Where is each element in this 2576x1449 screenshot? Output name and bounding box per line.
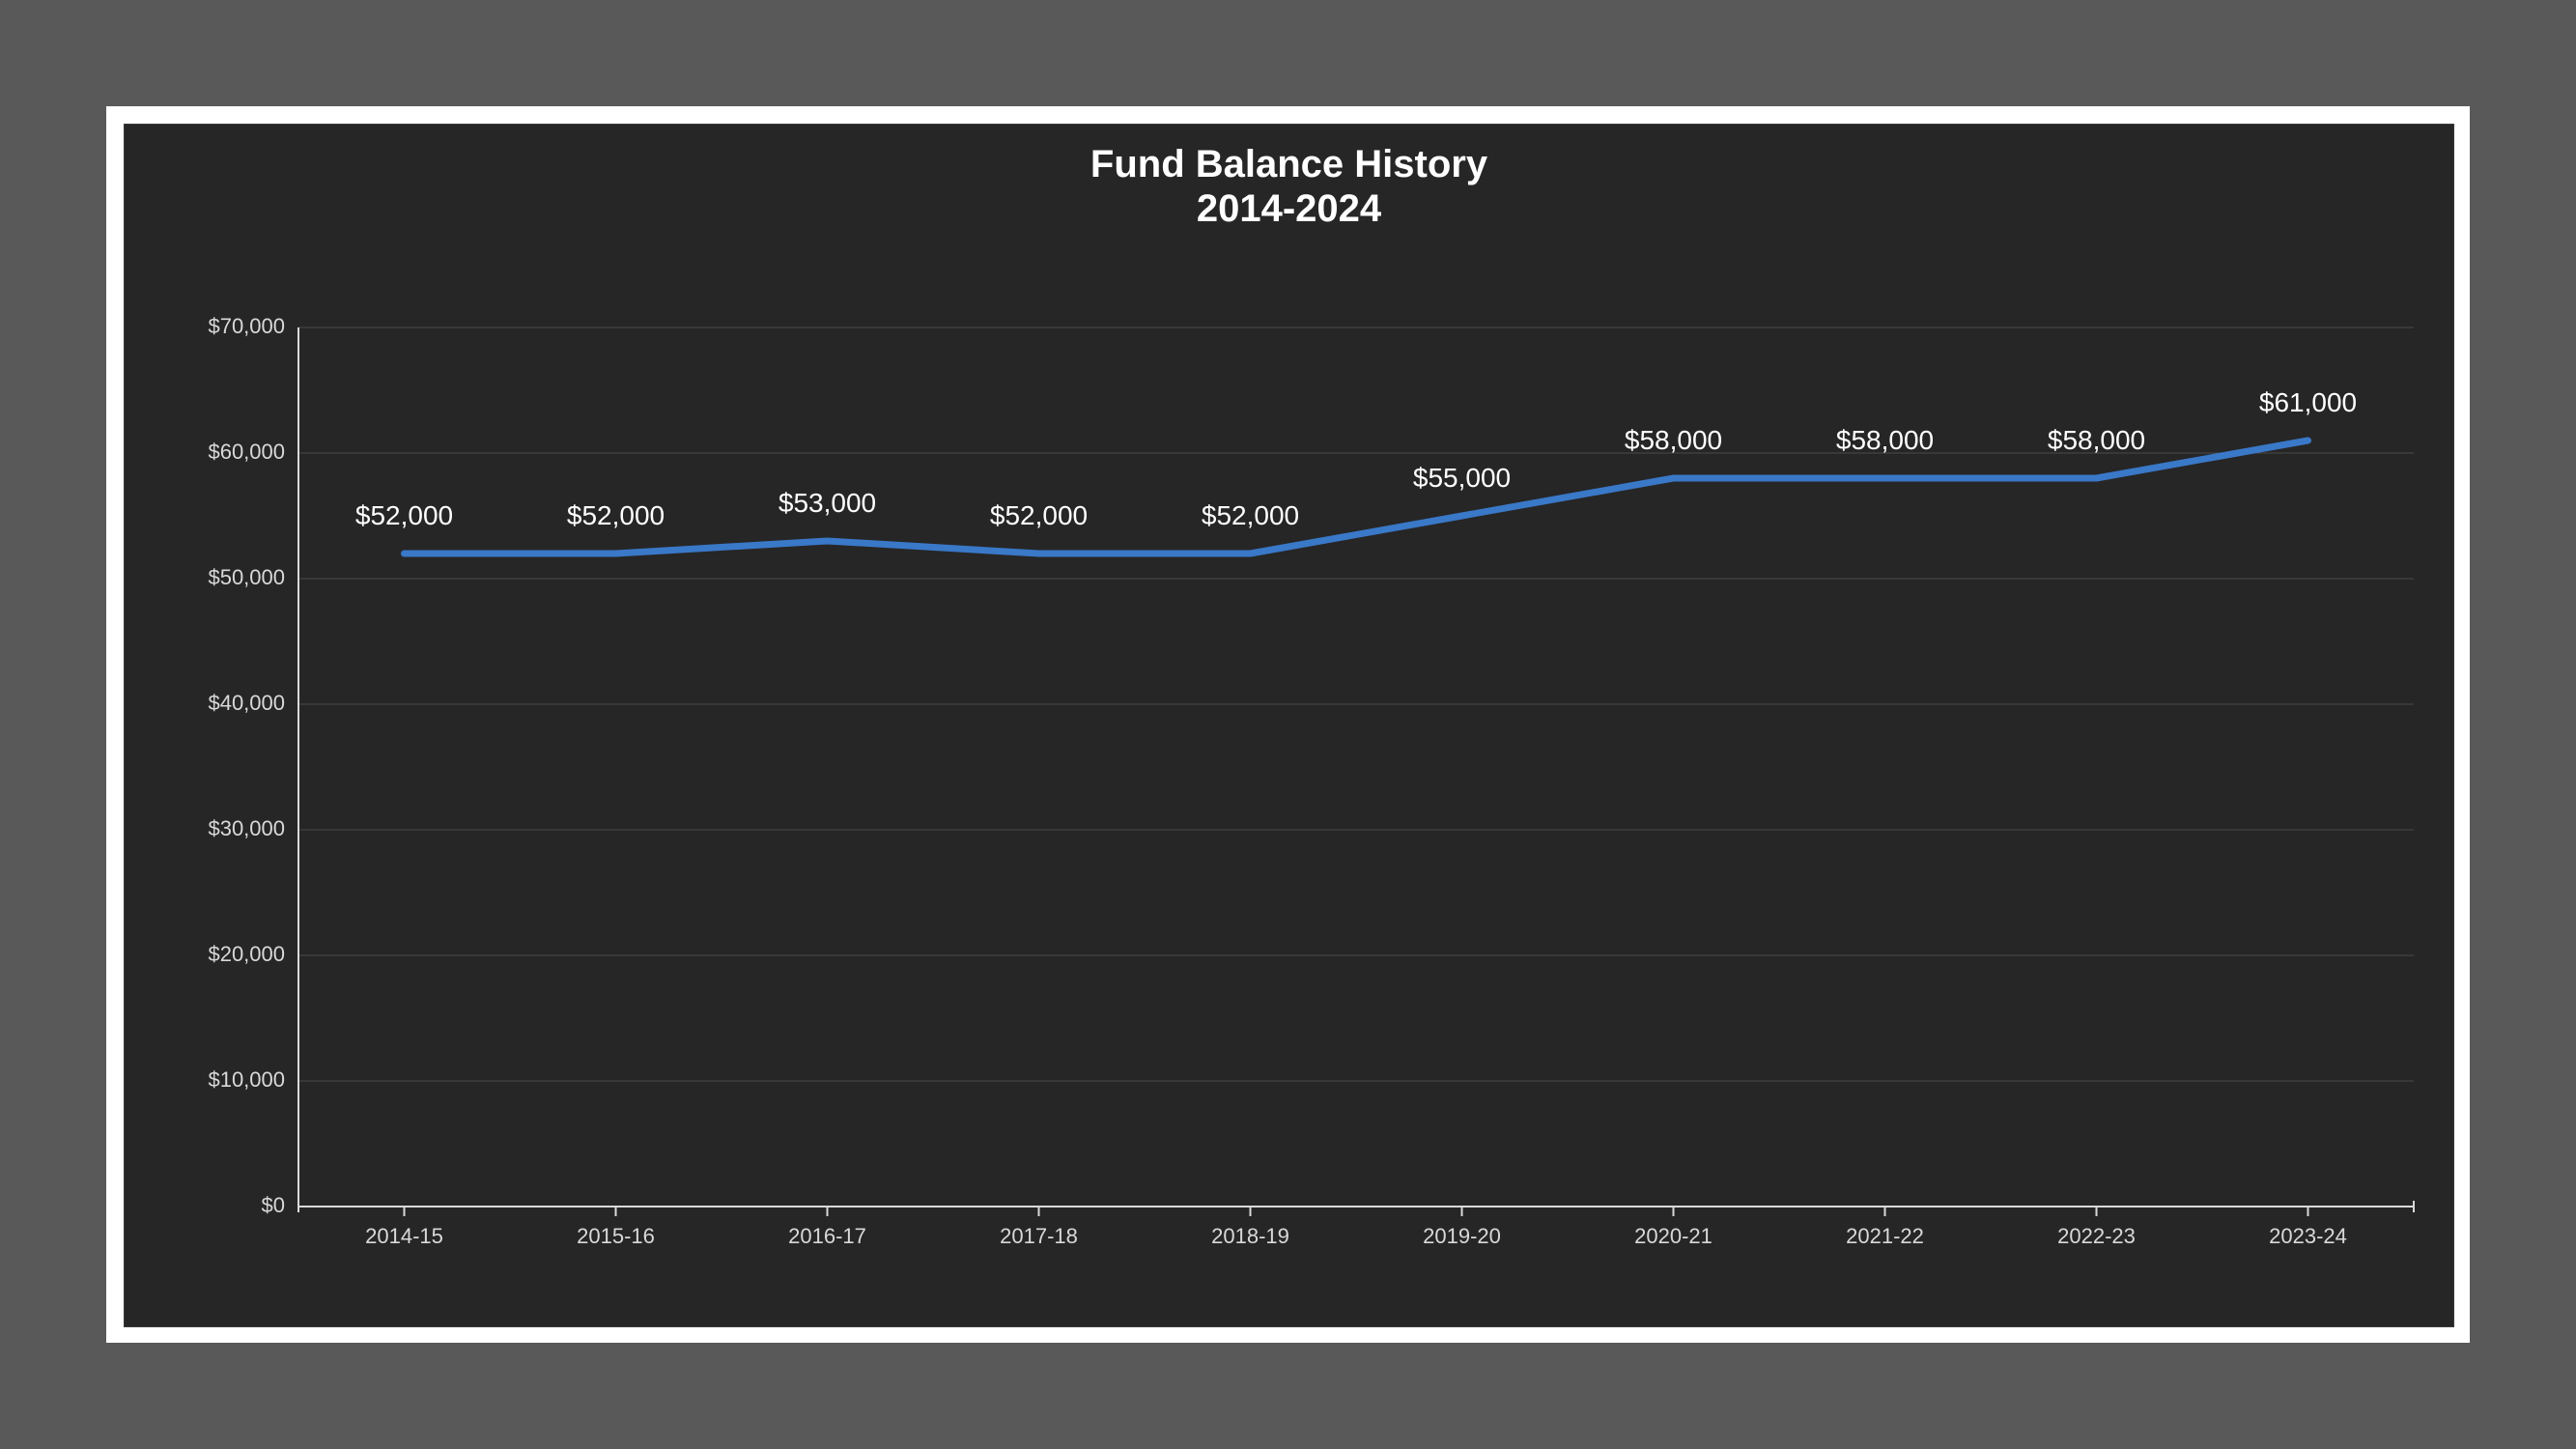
y-tick-label: $50,000 bbox=[208, 565, 285, 589]
data-label: $52,000 bbox=[990, 500, 1088, 530]
data-label: $58,000 bbox=[1836, 425, 1934, 455]
y-tick-label: $30,000 bbox=[208, 816, 285, 840]
chart-svg: $0 $10,000 $20,000 $30,000 $40,000 $50,000 $60… bbox=[125, 125, 2453, 1326]
series-line bbox=[405, 440, 2308, 554]
data-label: $58,000 bbox=[2048, 425, 2145, 455]
x-tick-label: 2015-16 bbox=[577, 1224, 655, 1248]
y-tick-label: $10,000 bbox=[208, 1067, 285, 1092]
data-label: $52,000 bbox=[567, 500, 665, 530]
x-tick-label: 2020-21 bbox=[1634, 1224, 1713, 1248]
data-label: $58,000 bbox=[1625, 425, 1722, 455]
y-tick-label: $0 bbox=[262, 1193, 285, 1217]
chart-panel: Fund Balance History 2014-2024 $0$10,000… bbox=[124, 124, 2454, 1327]
x-tick-label: 2023-24 bbox=[2269, 1224, 2347, 1248]
slide-frame: Fund Balance History 2014-2024 $0$10,000… bbox=[106, 106, 2470, 1343]
x-tick-label: 2019-20 bbox=[1423, 1224, 1501, 1248]
data-label: $53,000 bbox=[778, 488, 876, 518]
data-label: $52,000 bbox=[355, 500, 453, 530]
x-tick-label: 2016-17 bbox=[788, 1224, 866, 1248]
data-label: $61,000 bbox=[2259, 387, 2357, 417]
x-tick-label: 2014-15 bbox=[365, 1224, 443, 1248]
y-tick-label: $70,000 bbox=[208, 314, 285, 338]
chart-plot-area: $0 $10,000 $20,000 $30,000 $40,000 $50,000 $60… bbox=[125, 125, 2453, 1326]
y-tick-label: $20,000 bbox=[208, 942, 285, 966]
x-tick-label: 2022-23 bbox=[2057, 1224, 2136, 1248]
x-tick-label: 2017-18 bbox=[1000, 1224, 1078, 1248]
x-tick-label: 2021-22 bbox=[1846, 1224, 1924, 1248]
x-tick-label: 2018-19 bbox=[1211, 1224, 1289, 1248]
data-label: $52,000 bbox=[1202, 500, 1299, 530]
y-tick-label: $40,000 bbox=[208, 691, 285, 715]
data-label: $55,000 bbox=[1413, 463, 1511, 493]
y-tick-label: $60,000 bbox=[208, 440, 285, 464]
